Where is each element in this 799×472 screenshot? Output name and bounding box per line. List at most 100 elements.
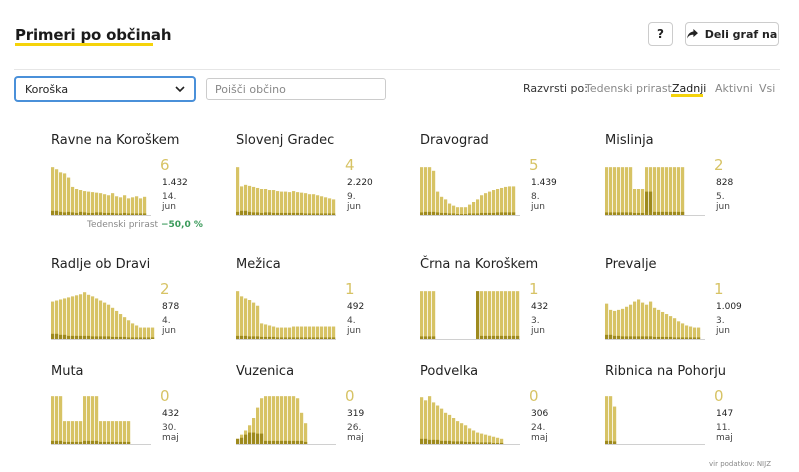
sparkline-bar-highlight [139, 337, 143, 339]
sparkline-bar [488, 191, 492, 215]
sparkline-bar-highlight [440, 440, 444, 444]
total-count: 319 [347, 409, 365, 419]
sparkline-bar-highlight [264, 440, 268, 444]
sparkline-bar-highlight [496, 212, 500, 215]
latest-date: 5. jun [716, 192, 730, 212]
sparkline-bar [147, 327, 151, 339]
sparkline-bar [617, 309, 621, 339]
sparkline-bar [135, 196, 139, 215]
sparkline-bar-highlight [284, 212, 288, 215]
sparkline-bar [496, 437, 500, 444]
sparkline-bar-highlight [508, 335, 512, 339]
sparkline-bar [256, 407, 260, 444]
sparkline-bar-highlight [115, 336, 119, 339]
sparkline-bar-highlight [111, 212, 115, 215]
municipality-name: Mislinja [605, 133, 654, 148]
municipality-sparkline-chart [420, 396, 520, 445]
sparkline-bar [508, 186, 512, 215]
municipality-sparkline-chart [51, 396, 151, 445]
sort-option-latest[interactable]: Zadnji [672, 82, 707, 95]
region-select[interactable]: Koroška [15, 77, 195, 101]
sparkline-bar-highlight [252, 212, 256, 215]
data-source: vir podatkov: NIJZ [709, 460, 771, 468]
sparkline-bar-highlight [99, 212, 103, 215]
sparkline-bar-highlight [244, 335, 248, 339]
sparkline-bar [95, 396, 99, 444]
sparkline-bar-highlight [492, 212, 496, 215]
sparkline-bar-highlight [308, 337, 312, 339]
sparkline-bar [276, 396, 280, 444]
sparkline-bar [629, 167, 633, 215]
sparkline-bar-highlight [504, 212, 508, 215]
latest-count: 1 [714, 280, 724, 298]
sparkline-bar-highlight [276, 337, 280, 339]
sparkline-bar-highlight [641, 336, 645, 339]
latest-count: 6 [160, 156, 170, 174]
latest-count: 1 [345, 280, 355, 298]
sparkline-bar-highlight [444, 440, 448, 444]
municipality-name: Slovenj Gradec [236, 133, 335, 148]
sparkline-bar-highlight [436, 439, 440, 444]
sparkline-bar [512, 186, 516, 215]
sparkline-bar-highlight [280, 212, 284, 215]
municipality-sparkline-chart [236, 291, 336, 340]
sparkline-bar-highlight [240, 437, 244, 444]
sparkline-bar-highlight [55, 333, 59, 339]
share-button[interactable]: Deli graf na [685, 22, 779, 46]
sparkline-bar-highlight [625, 212, 629, 215]
sparkline-bar-highlight [95, 212, 99, 215]
sparkline-bar-highlight [673, 211, 677, 215]
sparkline-bar-highlight [288, 337, 292, 339]
sparkline-bar [127, 421, 131, 444]
sparkline-bar-highlight [456, 441, 460, 444]
sparkline-bar-highlight [428, 211, 432, 215]
sparkline-bar [123, 317, 127, 339]
sparkline-bar-highlight [143, 213, 147, 215]
total-count: 432 [531, 302, 549, 312]
municipality-name: Muta [51, 364, 84, 379]
sparkline-bar [244, 298, 248, 339]
sparkline-bar [665, 314, 669, 339]
sort-option-weekly-growth[interactable]: Tedenski prirast [585, 82, 672, 95]
sparkline-bar [621, 167, 625, 215]
sparkline-bar-highlight [492, 335, 496, 339]
sparkline-bar [260, 398, 264, 444]
sparkline-bar [272, 396, 276, 444]
sparkline-bar [236, 167, 240, 215]
sparkline-bar [420, 397, 424, 444]
sparkline-bar [625, 306, 629, 339]
sparkline-bar-highlight [87, 212, 91, 215]
sparkline-bar [681, 323, 685, 339]
sparkline-bar-highlight [424, 336, 428, 339]
sparkline-bar-highlight [605, 212, 609, 215]
sparkline-bar [472, 202, 476, 215]
sparkline-bar [677, 167, 681, 215]
sparkline-bar [424, 291, 428, 339]
municipality-search-input[interactable] [206, 78, 386, 100]
sparkline-bar-highlight [480, 442, 484, 444]
municipality-sparkline-chart [420, 291, 520, 340]
sparkline-bar-highlight [452, 213, 456, 215]
sparkline-bar [127, 320, 131, 339]
sparkline-bar [51, 167, 55, 215]
sort-option-all[interactable]: Vsi [759, 82, 776, 95]
sparkline-bar-highlight [625, 336, 629, 339]
sparkline-bar-highlight [693, 337, 697, 339]
total-count: 1.439 [531, 178, 557, 188]
sparkline-bar-highlight [512, 212, 516, 215]
sparkline-bar [484, 291, 488, 339]
sparkline-bar-highlight [111, 336, 115, 339]
sparkline-bar [296, 326, 300, 339]
sparkline-bar [300, 326, 304, 339]
sort-option-active[interactable]: Aktivni [715, 82, 753, 95]
total-count: 1.009 [716, 302, 742, 312]
sparkline-bar [300, 412, 304, 444]
help-button[interactable]: ? [648, 22, 673, 46]
sparkline-bar-highlight [123, 336, 127, 339]
sparkline-bar-highlight [424, 211, 428, 215]
sparkline-bar-highlight [456, 213, 460, 215]
sparkline-bar-highlight [119, 336, 123, 339]
latest-date: 8. jun [531, 192, 545, 212]
sparkline-bar-highlight [280, 337, 284, 339]
sparkline-bar [332, 199, 336, 215]
